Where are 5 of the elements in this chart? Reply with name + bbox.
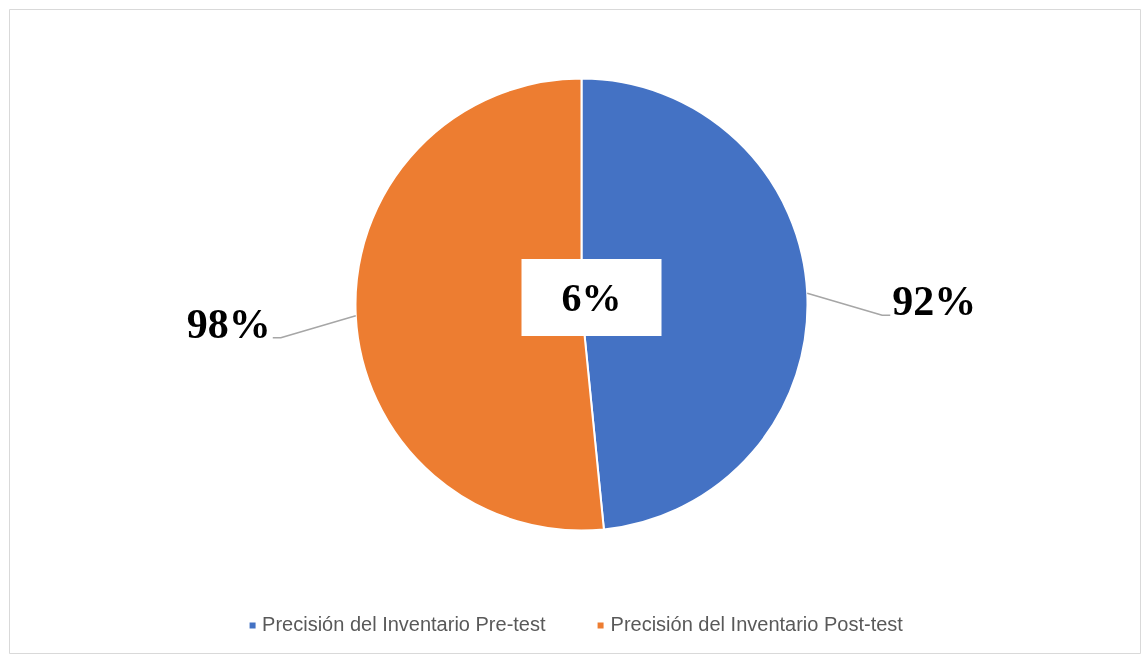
text: 6% bbox=[561, 275, 622, 320]
data-label: 92% bbox=[892, 278, 977, 325]
data-label: 98% bbox=[186, 300, 271, 347]
legend-label: Precisión del Inventario Post-test bbox=[610, 613, 903, 636]
legend-label: Precisión del Inventario Pre-test bbox=[262, 613, 546, 636]
